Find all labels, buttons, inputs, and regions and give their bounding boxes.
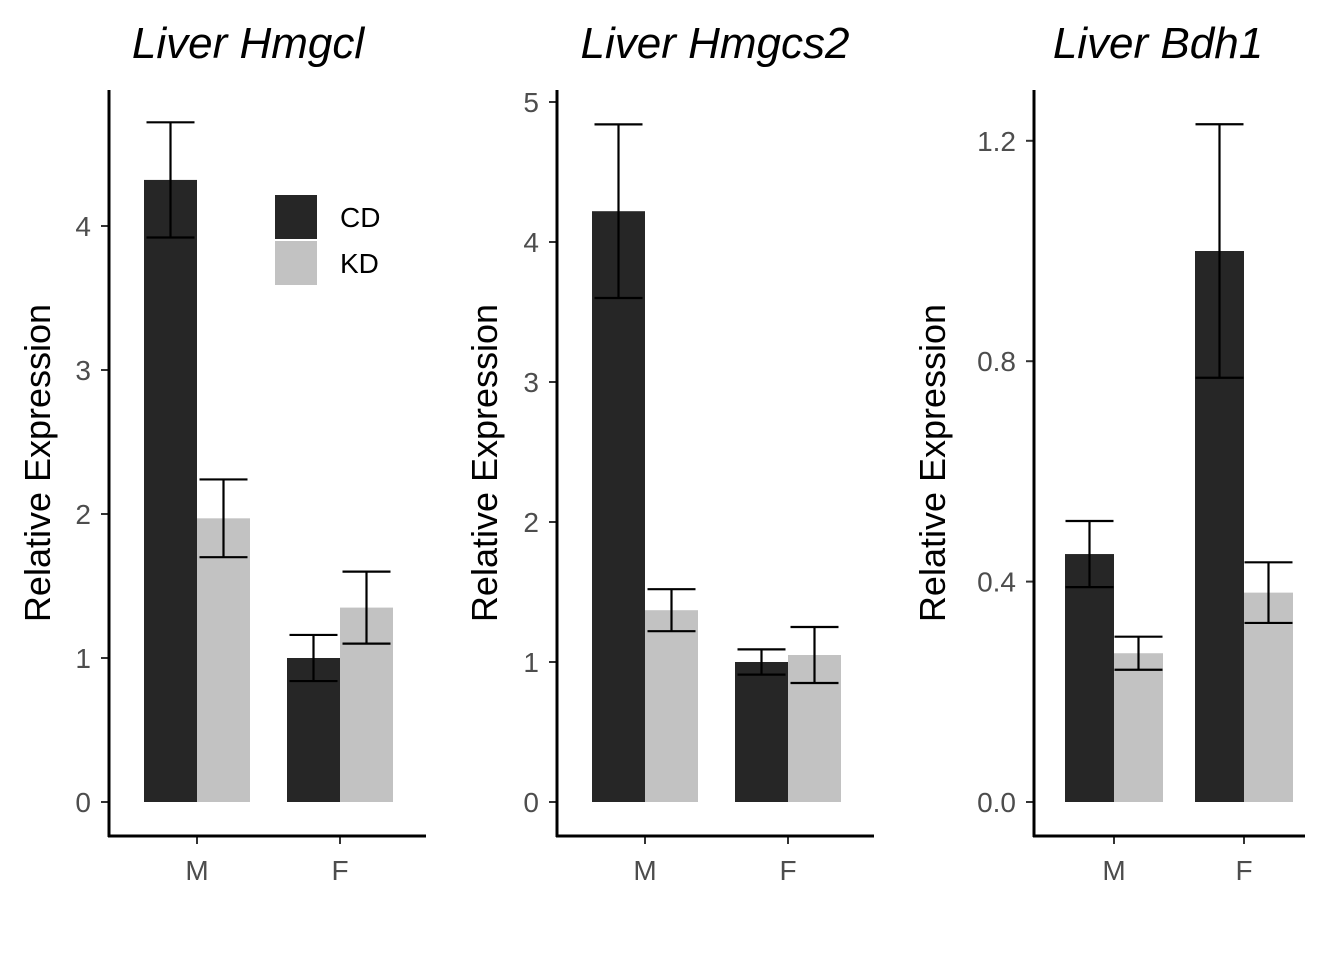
bar-cd-m [1065, 554, 1114, 802]
x-tick-label: M [185, 855, 208, 886]
panel-title: Liver Hmgcl [132, 19, 365, 68]
error-bar-kd-m [199, 478, 248, 559]
legend-label-kd: KD [340, 248, 379, 279]
y-tick-label: 0.4 [977, 567, 1016, 598]
y-tick-label: 2 [75, 499, 91, 530]
y-tick-label: 4 [75, 211, 91, 242]
y-axis-title: Relative Expression [464, 304, 505, 622]
x-tick-label: F [779, 855, 796, 886]
bar-cd-m [144, 179, 197, 803]
x-tick-label: M [1102, 855, 1125, 886]
error-bar-kd-f [790, 625, 839, 685]
bar-cd-f [735, 662, 788, 802]
y-axis-title: Relative Expression [17, 304, 58, 622]
legend-label-cd: CD [340, 202, 380, 233]
error-bar-cd-f [289, 633, 338, 683]
panel-2: Liver Hmgcs2 Relative Expression M F 0 1 2 3 4 5 [464, 19, 874, 886]
y-axis-title: Relative Expression [912, 304, 953, 622]
panel-3: Liver Bdh1 Relative Expression M F 0.0 0.4 0.8… [912, 19, 1305, 886]
bar-kd-m [197, 518, 250, 802]
bar-kd-m [1114, 653, 1163, 802]
error-bar-cd-f [1195, 123, 1244, 379]
y-tick-label: 1 [523, 647, 539, 678]
bar-kd-m [645, 610, 698, 802]
legend-swatch-kd [275, 241, 317, 285]
bar-cd-m [592, 211, 645, 802]
error-bar-kd-m [647, 588, 696, 633]
y-tick-label: 2 [523, 507, 539, 538]
y-tick-label: 0.8 [977, 346, 1016, 377]
error-bar-kd-f [342, 570, 391, 645]
x-tick-label: M [633, 855, 656, 886]
legend-swatch-cd [275, 195, 317, 239]
y-tick-label: 5 [523, 87, 539, 118]
error-bar-cd-f [737, 648, 786, 676]
y-tick-label: 0 [523, 787, 539, 818]
panel-title: Liver Hmgcs2 [581, 19, 850, 68]
y-tick-label: 0 [75, 787, 91, 818]
panel-title: Liver Bdh1 [1053, 19, 1263, 68]
y-tick-label: 3 [75, 355, 91, 386]
error-bar-cd-m [146, 121, 195, 239]
panel-1: Liver Hmgcl Relative Expression M F 0 1 2 3 4 CD K… [17, 19, 426, 886]
y-tick-label: 1 [75, 643, 91, 674]
y-tick-label: 1.2 [977, 126, 1016, 157]
error-bar-kd-m [1114, 635, 1163, 671]
x-tick-label: F [331, 855, 348, 886]
x-tick-label: F [1235, 855, 1252, 886]
error-bar-cd-m [1065, 519, 1114, 589]
error-bar-cd-m [594, 123, 643, 300]
y-tick-label: 0.0 [977, 787, 1016, 818]
bar-kd-f [1244, 592, 1293, 802]
y-tick-label: 4 [523, 227, 539, 258]
error-bar-kd-f [1244, 561, 1293, 625]
y-tick-label: 3 [523, 367, 539, 398]
legend: CD KD [275, 195, 380, 285]
